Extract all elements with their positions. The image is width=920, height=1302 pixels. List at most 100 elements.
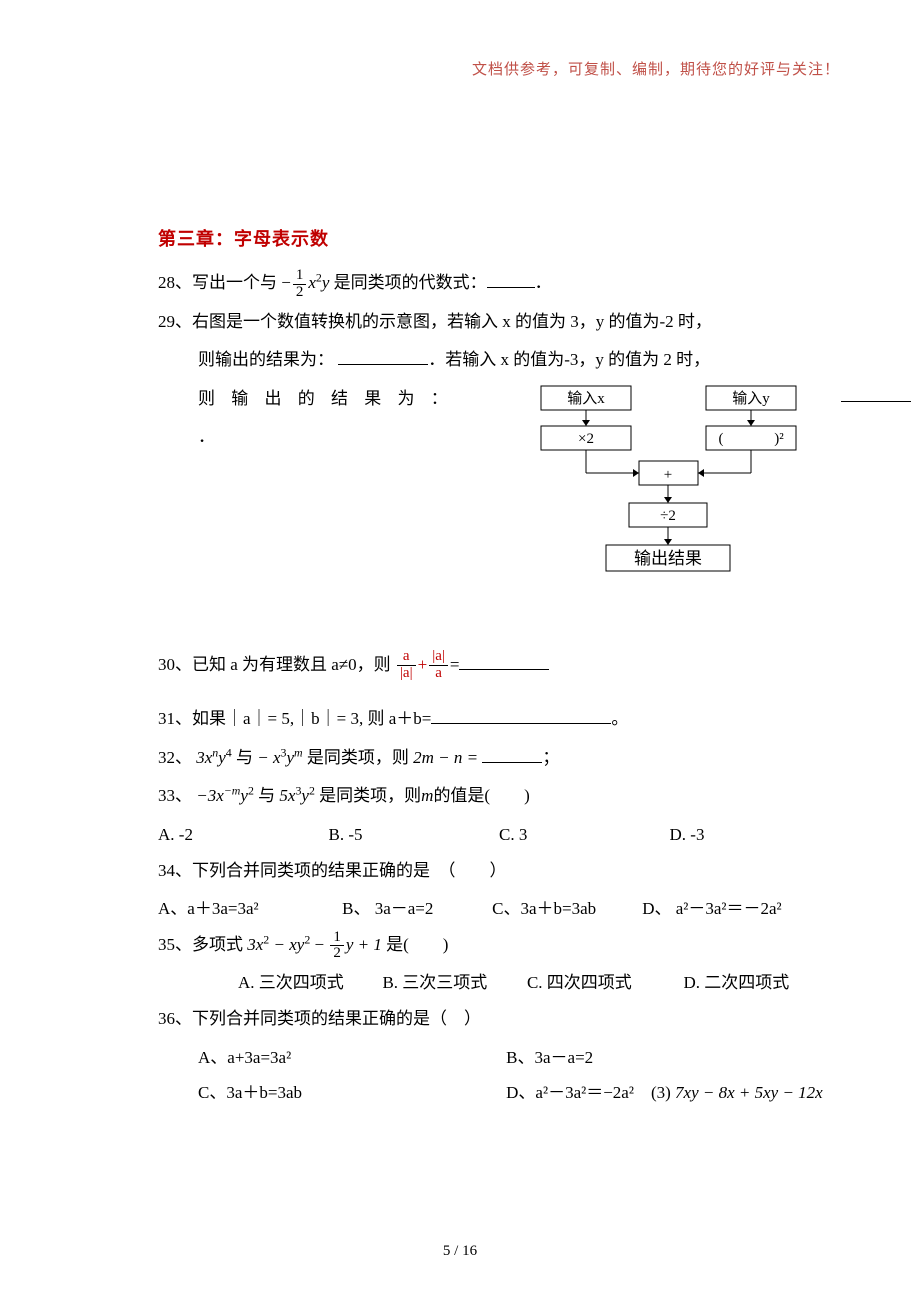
q32-s4: m: [294, 745, 303, 759]
flowchart-diagram: 输入x 输入y ×2 ( )²: [511, 381, 841, 591]
q34-opt-b: B、 3a－a=2: [342, 891, 492, 927]
fc-op-x: ×2: [578, 431, 594, 447]
q36-text: 下列合并同类项的结果正确的是（ ）: [192, 1009, 481, 1028]
q33-num: 33、: [158, 786, 192, 805]
q30-num: 30、: [158, 655, 192, 674]
q30-plus: +: [418, 655, 428, 674]
q36-opt-d: D、a²－3a²＝−2a² (3) 7xy − 8x + 5xy − 12x: [506, 1075, 840, 1111]
q28-y: y: [322, 273, 330, 292]
q35-num: 35、: [158, 935, 192, 954]
q35-post: 是( ): [386, 935, 448, 954]
q35-opt-b: B. 三次三项式: [382, 965, 526, 1001]
q30-frac2: |a|a: [429, 649, 448, 682]
q32-mid: 与: [236, 748, 253, 767]
header-watermark: 文档供参考，可复制、编制，期待您的好评与关注！: [0, 58, 840, 79]
q34-options: A、a＋3a=3a² B、 3a－a=2 C、3a＋b=3ab D、 a²－3a…: [158, 891, 840, 927]
q33-s4: 2: [309, 784, 315, 798]
q33-opt-c: C. 3: [499, 817, 670, 853]
q33-s2: 2: [248, 784, 254, 798]
q33-opt-b: B. -5: [329, 817, 500, 853]
q33-post-b: 的值是( ): [433, 786, 529, 805]
q28-neg: −: [281, 273, 291, 292]
q32-rhs-a: − x: [257, 748, 280, 767]
q32-s2: 4: [226, 745, 232, 759]
q31-end: 。: [611, 709, 628, 728]
q35-opt-d: D. 二次四项式: [683, 965, 840, 1001]
q32-end: ；: [542, 748, 559, 767]
q33-m: m: [421, 786, 433, 805]
q31-blank: [431, 706, 611, 724]
q29-l2b: ．若输入 x 的值为-3，y 的值为 2 时，: [428, 350, 710, 369]
q34-opt-c: C、3a＋b=3ab: [492, 891, 642, 927]
q36-opt-c: C、3a＋b=3ab: [198, 1075, 506, 1111]
q33-opt-a: A. -2: [158, 817, 329, 853]
q33-s1: −m: [224, 784, 241, 798]
q35-frac: 12: [330, 930, 344, 963]
q30-pre: 已知 a 为有理数且 a≠0，则: [192, 655, 391, 674]
question-29-line1: 29、右图是一个数值转换机的示意图，若输入 x 的值为 3，y 的值为-2 时，: [158, 304, 840, 341]
q33-opt-d: D. -3: [670, 817, 841, 853]
q32-blank: [482, 745, 542, 763]
q28-frac: 12: [293, 268, 307, 301]
question-32: 32、 3xny4 与 − x3ym 是同类项，则 2m − n = ；: [158, 740, 840, 777]
q28-post: 是同类项的代数式：: [334, 273, 487, 292]
q36-d-expr: 7xy − 8x + 5xy − 12x: [675, 1083, 823, 1102]
chapter-title: 第三章：字母表示数: [158, 225, 840, 251]
q29-blank1: [338, 347, 428, 365]
q28-num: 28、: [158, 273, 192, 292]
q35-fd: 2: [330, 945, 344, 962]
q29-l1: 右图是一个数值转换机的示意图，若输入 x 的值为 3，y 的值为-2 时，: [192, 312, 712, 331]
question-30: 30、已知 a 为有理数且 a≠0，则 a|a|+|a|a=: [158, 647, 840, 684]
q34-text: 下列合并同类项的结果正确的是 （ ）: [192, 861, 507, 880]
q30-f2d: a: [429, 665, 448, 682]
q33-c: 5x: [279, 786, 295, 805]
question-34: 34、下列合并同类项的结果正确的是 （ ）: [158, 853, 840, 890]
q36-options: A、a+3a=3a² B、3a－a=2 C、3a＋b=3ab D、a²－3a²＝…: [158, 1040, 840, 1111]
fc-div: ÷2: [660, 508, 676, 524]
q29-num: 29、: [158, 312, 192, 331]
question-29-line2: 则输出的结果为： ．若输入 x 的值为-3，y 的值为 2 时，: [158, 342, 840, 379]
q29-l2a: 则输出的结果为：: [198, 350, 334, 369]
q35-opt-a: A. 三次四项式: [238, 965, 382, 1001]
q28-frac-den: 2: [293, 284, 307, 301]
question-33: 33、 −3x−my2 与 5x3y2 是同类项，则m的值是( ): [158, 778, 840, 815]
question-29-line4: ．: [198, 419, 503, 456]
q36-num: 36、: [158, 1009, 192, 1028]
fc-input-x: 输入x: [567, 390, 605, 407]
q30-f2n: |a|: [429, 649, 448, 665]
q36-d-pre: D、a²－3a²＝−2a² (3): [506, 1083, 675, 1102]
q34-num: 34、: [158, 861, 192, 880]
q33-d: y: [301, 786, 309, 805]
question-36: 36、下列合并同类项的结果正确的是（ ）: [158, 1001, 840, 1038]
q35-t1: 3x: [247, 935, 263, 954]
question-35: 35、多项式 3x2 − xy2 − 12y + 1 是( ): [158, 927, 840, 964]
q33-options: A. -2 B. -5 C. 3 D. -3: [158, 817, 840, 853]
q36-opt-b: B、3a－a=2: [506, 1040, 840, 1076]
q30-f1n: a: [397, 649, 416, 665]
q28-pre: 写出一个与: [192, 273, 277, 292]
question-29-line3: 则 输 出 的 结 果 为 ：: [198, 381, 503, 418]
q32-lhs-a: 3x: [196, 748, 212, 767]
q28-blank: [487, 270, 535, 288]
question-31: 31、如果｜a｜= 5,｜b｜= 3, 则 a＋b=。: [158, 701, 840, 738]
q30-blank: [459, 652, 549, 670]
q35-options: A. 三次四项式 B. 三次三项式 C. 四次四项式 D. 二次四项式: [158, 965, 840, 1001]
q33-mid: 与: [258, 786, 275, 805]
fc-output: 输出结果: [634, 549, 702, 568]
q30-f1d: |a|: [397, 665, 416, 682]
q36-opt-a: A、a+3a=3a²: [198, 1040, 506, 1076]
q34-opt-a: A、a＋3a=3a²: [158, 891, 342, 927]
question-28: 28、写出一个与 −12x2y 是同类项的代数式：．: [158, 265, 840, 302]
q33-a: −3x: [196, 786, 224, 805]
q35-t4: y + 1: [346, 935, 382, 954]
q35-pre: 多项式: [192, 935, 243, 954]
q28-end: ．: [535, 273, 552, 292]
fc-op-y-r: )²: [774, 431, 784, 447]
q32-num: 32、: [158, 748, 192, 767]
q35-t3: −: [310, 935, 328, 954]
q31-text: 如果｜a｜= 5,｜b｜= 3, 则 a＋b=: [192, 709, 431, 728]
q30-frac1: a|a|: [397, 649, 416, 682]
q34-opt-d: D、 a²－3a²＝－2a²: [642, 891, 840, 927]
q28-frac-num: 1: [293, 268, 307, 284]
q33-post-a: 是同类项，则: [319, 786, 421, 805]
